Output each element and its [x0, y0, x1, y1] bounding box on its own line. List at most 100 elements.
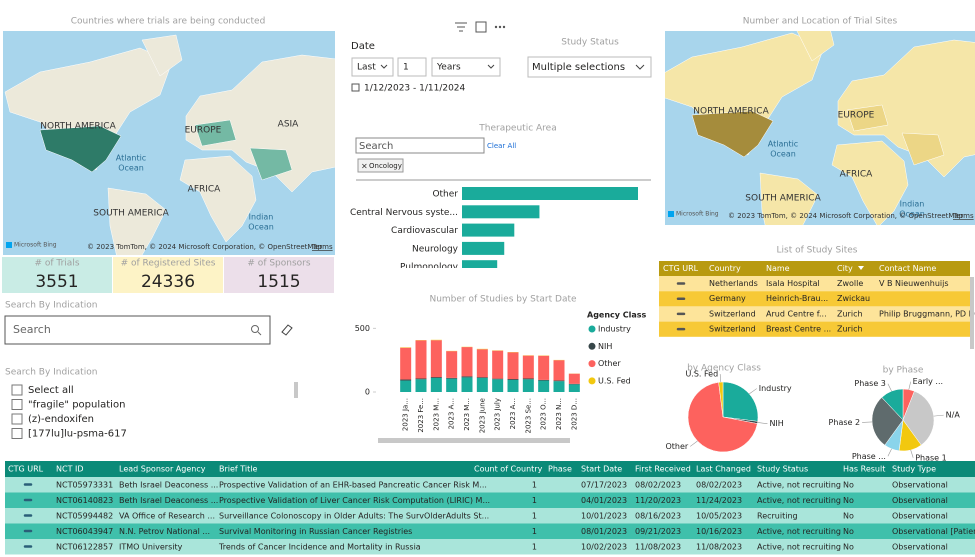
table-cell: ITMO University: [119, 543, 183, 552]
pie-label: NIH: [769, 419, 783, 428]
country-shape: [691, 110, 774, 158]
x-tick-label: 2023 N...: [555, 398, 563, 430]
kpi-card: [224, 257, 334, 293]
list-title: Search By Indication: [5, 368, 97, 378]
checkbox[interactable]: [11, 413, 23, 425]
map-label: EUROPE: [838, 111, 875, 121]
table-row[interactable]: [5, 523, 975, 540]
bar-segment: [492, 350, 504, 379]
table-cell: 04/01/2023: [581, 496, 627, 505]
column-header: Start Date: [581, 465, 622, 474]
table-cell: No: [843, 512, 854, 521]
bar-segment: [553, 380, 565, 382]
table-cell: No: [843, 481, 854, 490]
table-cell: Beth Israel Deaconess ...: [119, 481, 218, 490]
legend-title: Agency Class: [587, 311, 647, 320]
country-shape: [141, 34, 183, 77]
focus-icon[interactable]: [475, 21, 487, 33]
map-provider: Microsoft Bing: [14, 242, 57, 249]
legend-swatch: [588, 360, 596, 368]
leader-line: [908, 381, 911, 390]
ta-chart: Other Central Nervous syste... Cardiovascu…: [350, 187, 638, 268]
table-cell: Recruiting: [757, 512, 798, 521]
table-cell: 08/16/2023: [635, 512, 681, 521]
table-row[interactable]: [5, 539, 975, 555]
kpi-value: 3551: [35, 272, 78, 292]
h-scrollbar: [378, 438, 570, 443]
pie-slice[interactable]: [722, 381, 759, 422]
country-shape: [796, 31, 835, 62]
table-row[interactable]: [659, 306, 970, 322]
search-box[interactable]: [4, 315, 271, 345]
leader-line: [910, 449, 914, 458]
country-shape: [901, 132, 945, 166]
bar-segment: [522, 355, 534, 379]
table-cell: 11/24/2023: [696, 496, 742, 505]
table-row[interactable]: [659, 321, 970, 337]
table-cell: 10/16/2023: [696, 527, 742, 536]
sort-arrow: [858, 266, 864, 270]
country-shape: [185, 54, 335, 193]
leader-line: [719, 374, 722, 383]
bar-segment: [507, 379, 519, 380]
checkbox[interactable]: [11, 428, 23, 439]
bar-segment: [522, 378, 534, 380]
table-cell: NCT06043947: [56, 527, 113, 536]
dropdown[interactable]: [351, 57, 394, 77]
filter-icon[interactable]: [455, 22, 467, 32]
bar-segment: [492, 379, 504, 392]
table-row[interactable]: [5, 508, 975, 524]
legend-label: Industry: [598, 325, 631, 334]
ta-bar: [462, 223, 515, 237]
bing-logo: [668, 211, 674, 217]
country-shape: [837, 39, 975, 178]
visual-toolbar[interactable]: [455, 21, 506, 33]
table-row[interactable]: [659, 291, 970, 307]
leader-line: [749, 388, 757, 395]
column-header: City: [837, 264, 853, 273]
checkbox[interactable]: [11, 399, 23, 410]
kpi-value: 24336: [141, 272, 195, 292]
leader-line: [862, 421, 873, 423]
dropdown[interactable]: [527, 56, 652, 78]
x-tick-label: 2023 Ja...: [402, 398, 410, 431]
bar-segment: [400, 380, 412, 392]
table-row[interactable]: [5, 477, 975, 493]
legend-swatch: [588, 342, 596, 350]
column-header: Has Result: [843, 465, 885, 474]
pie-label: N/A: [946, 411, 961, 420]
table-cell: Observational: [892, 512, 948, 521]
bar-segment: [507, 379, 519, 392]
dropdown[interactable]: [431, 57, 501, 77]
leader-line: [933, 414, 944, 417]
ta-search[interactable]: [355, 137, 485, 154]
pie-title: by Phase: [883, 366, 924, 376]
country-shape: [831, 140, 909, 225]
eraser-icon[interactable]: [281, 324, 293, 336]
table-cell: Netherlands: [709, 279, 758, 288]
calendar-icon: [351, 83, 360, 92]
more-icon[interactable]: [494, 25, 506, 29]
table-cell: 08/02/2023: [696, 481, 742, 490]
bar-segment: [538, 380, 550, 392]
checkbox[interactable]: [11, 384, 23, 396]
legend-swatch: [588, 377, 596, 385]
dropdown[interactable]: [397, 57, 427, 77]
date-range: 1/12/2023 - 1/11/2024: [364, 84, 466, 94]
table-header: [5, 461, 975, 477]
bar-segment: [492, 378, 504, 380]
dropdown-arrow: [380, 64, 388, 69]
bar-segment: [522, 379, 534, 392]
bar-segment: [538, 355, 550, 380]
list-item: "fragile" population: [28, 400, 125, 411]
country-shape: [179, 155, 257, 243]
map-label: Indian: [249, 213, 274, 222]
bar-segment: [476, 378, 488, 392]
table-row[interactable]: [5, 492, 975, 509]
dropdown-arrow: [487, 64, 495, 69]
ta-chip[interactable]: [357, 158, 404, 173]
table-row[interactable]: [659, 276, 970, 292]
legend-label: Other: [598, 359, 621, 368]
pie-slice[interactable]: [902, 390, 935, 446]
bar-segment: [568, 384, 580, 392]
